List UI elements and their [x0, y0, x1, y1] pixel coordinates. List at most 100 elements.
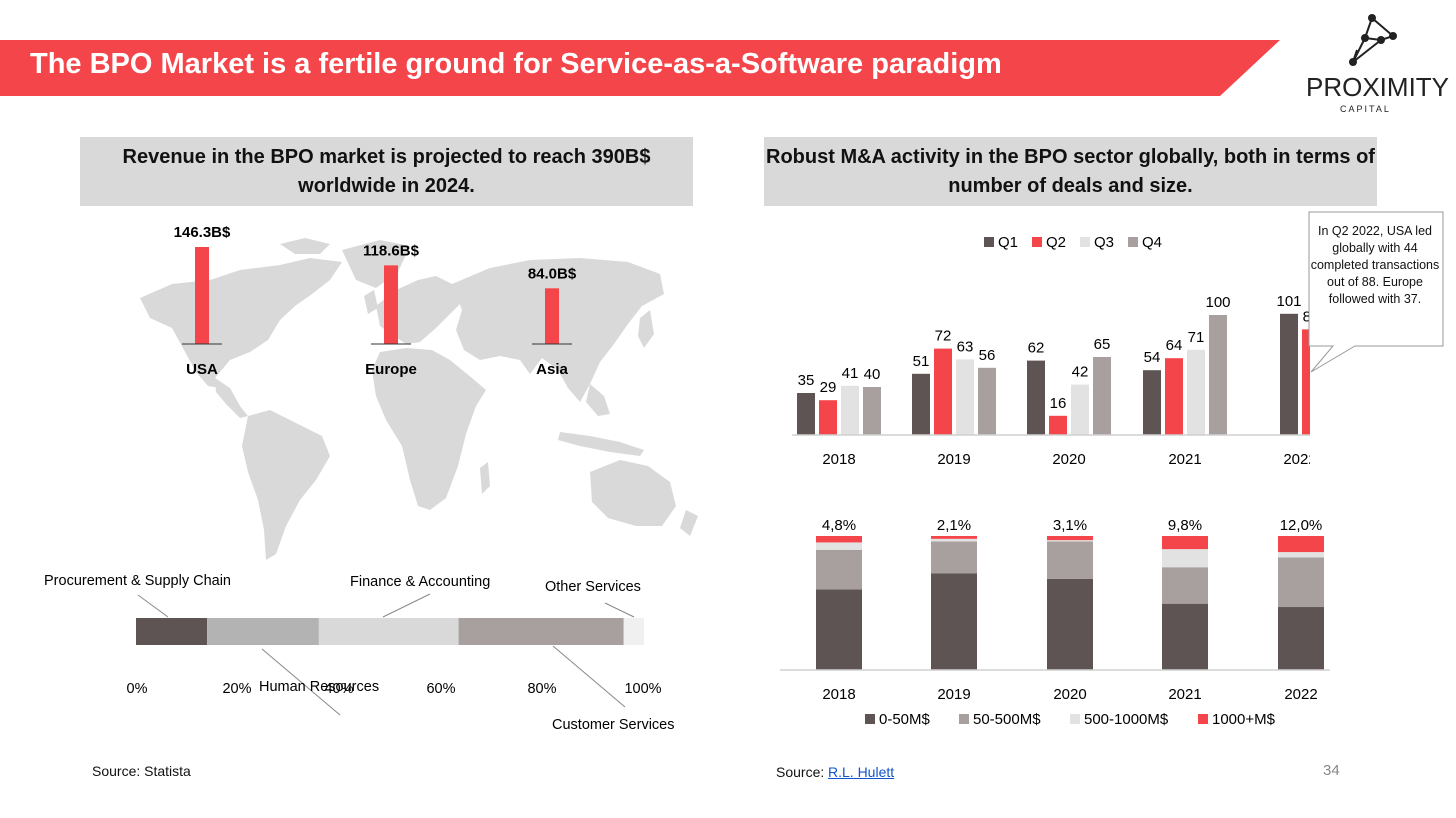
deal-value-label: 56	[979, 347, 996, 364]
deal-bar-q3	[1071, 384, 1089, 435]
deal-value-label: 35	[798, 372, 815, 389]
deal-value-label: 101	[1276, 293, 1301, 310]
region-label: Europe	[365, 361, 417, 378]
deal-bar-q4	[863, 387, 881, 435]
deal-bar-q2	[1049, 415, 1067, 435]
revenue-value-label: 118.6B$	[363, 242, 420, 259]
size-segment-3	[1047, 536, 1093, 541]
size-segment-1	[1162, 567, 1208, 604]
segment-label: Other Services	[545, 579, 641, 595]
legend-label: Q1	[998, 234, 1018, 251]
size-segment-3	[816, 536, 862, 543]
deal-bar-q1	[1027, 360, 1045, 435]
segment-bar	[458, 618, 624, 645]
right-source-label: Source:	[776, 764, 825, 780]
segment-bar	[318, 618, 459, 645]
deal-value-label: 72	[935, 328, 952, 345]
deal-value-label: 65	[1094, 336, 1111, 353]
segment-label: Customer Services	[552, 717, 674, 733]
deal-bar-q2	[819, 400, 837, 435]
segment-split-chart: Procurement & Supply Chain Human Resource…	[44, 573, 674, 733]
right-panel-heading: Robust M&A activity in the BPO sector gl…	[764, 137, 1377, 206]
revenue-value-label: 146.3B$	[174, 224, 231, 241]
segment-tick-label: 20%	[222, 681, 251, 697]
large-deal-share-label: 12,0%	[1280, 517, 1323, 534]
segment-label: Procurement & Supply Chain	[44, 573, 231, 589]
deal-bar-q3	[956, 359, 974, 435]
deal-bar-q1	[912, 373, 930, 435]
revenue-value-label: 84.0B$	[528, 265, 577, 282]
segment-leader-line	[552, 645, 626, 708]
legend-swatch	[865, 714, 875, 724]
legend-swatch	[1128, 237, 1138, 247]
left-source: Source: Statista	[92, 763, 191, 779]
large-deal-share-label: 4,8%	[822, 517, 856, 534]
size-segment-2	[1047, 540, 1093, 542]
year-tick-label: 2018	[822, 451, 855, 468]
size-segment-2	[1278, 552, 1324, 558]
legend-swatch	[1070, 714, 1080, 724]
legend-label: 50-500M$	[973, 711, 1041, 728]
size-segment-1	[1047, 541, 1093, 579]
deal-value-label: 51	[913, 353, 930, 370]
legend-label: 0-50M$	[879, 711, 931, 728]
right-source-link[interactable]: R.L. Hulett	[828, 764, 895, 780]
deal-bar-q2	[934, 348, 952, 435]
size-segment-3	[931, 536, 977, 539]
large-deal-share-label: 2,1%	[937, 517, 971, 534]
legend-label: Q3	[1094, 234, 1114, 251]
segment-tick-label: 60%	[426, 681, 455, 697]
region-label: USA	[186, 361, 218, 378]
size-segment-0	[931, 573, 977, 670]
size-segment-0	[816, 589, 862, 670]
callout-text: In Q2 2022, USA led globally with 44 com…	[1310, 224, 1440, 306]
deal-value-label: 63	[957, 338, 974, 355]
legend-label: Q2	[1046, 234, 1066, 251]
region-label: Asia	[536, 361, 568, 378]
size-segment-1	[1278, 557, 1324, 608]
page-title: The BPO Market is a fertile ground for S…	[30, 48, 1002, 80]
segment-bar	[136, 618, 208, 645]
title-banner	[0, 40, 1280, 96]
large-deal-share-label: 9,8%	[1168, 517, 1202, 534]
deal-value-label: 62	[1028, 340, 1045, 357]
deal-value-label: 54	[1144, 349, 1161, 366]
segment-tick-label: 40%	[324, 681, 353, 697]
left-panel-heading: Revenue in the BPO market is projected t…	[80, 137, 693, 206]
segment-tick-label: 0%	[127, 681, 148, 697]
large-deal-share-label: 3,1%	[1053, 517, 1087, 534]
deal-value-label: 40	[864, 366, 881, 383]
revenue-bar-asia	[545, 288, 559, 344]
segment-leader-line	[382, 593, 431, 618]
legend-label: Q4	[1142, 234, 1162, 251]
legend-swatch	[984, 237, 994, 247]
legend-swatch	[1080, 237, 1090, 247]
size-segment-3	[1162, 536, 1208, 550]
legend-swatch	[959, 714, 969, 724]
revenue-bar-usa	[195, 247, 209, 344]
logo-mark-icon	[1349, 14, 1397, 66]
deal-value-label: 42	[1072, 364, 1089, 381]
segment-label: Human Resources	[259, 679, 379, 695]
size-segment-0	[1047, 578, 1093, 670]
world-map-shape	[140, 238, 698, 560]
segment-bar	[207, 618, 319, 645]
size-segment-3	[1278, 536, 1324, 553]
segment-tick-label: 80%	[527, 681, 556, 697]
deal-bar-q1	[1143, 370, 1161, 435]
deal-bar-q4	[1209, 315, 1227, 435]
callout-box	[1308, 211, 1444, 373]
legend-label: 1000+M$	[1212, 711, 1276, 728]
size-segment-2	[1162, 549, 1208, 568]
legend-swatch	[1032, 237, 1042, 247]
deal-bar-q1	[1280, 313, 1298, 435]
deal-bar-q3	[1187, 349, 1205, 435]
deal-value-label: 64	[1166, 337, 1183, 354]
legend-swatch	[1198, 714, 1208, 724]
year-tick-label: 2021	[1168, 686, 1201, 703]
segment-tick-label: 100%	[624, 681, 661, 697]
deal-bar-q3	[841, 385, 859, 435]
page-number: 34	[1323, 762, 1340, 779]
year-tick-label: 2022	[1284, 686, 1317, 703]
year-tick-label: 2022	[1283, 451, 1310, 468]
